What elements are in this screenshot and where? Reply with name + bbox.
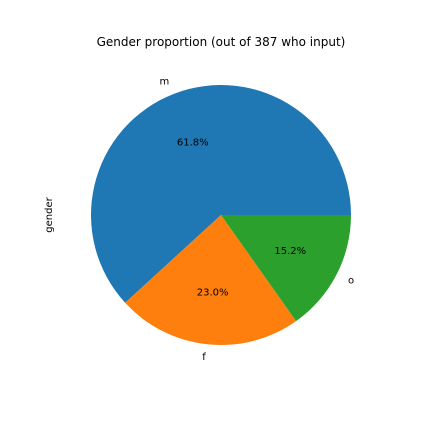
category-label-m: m (159, 77, 169, 88)
pie-labels: 61.8% m 23.0% f 15.2% o (159, 77, 354, 363)
pie-slices (90, 85, 351, 345)
percent-label-m: 61.8% (177, 137, 209, 148)
category-label-f: f (202, 352, 206, 363)
pie-slice-f (125, 215, 297, 345)
percent-label-o: 15.2% (274, 246, 306, 257)
percent-label-f: 23.0% (197, 288, 229, 299)
category-label-o: o (348, 276, 354, 287)
y-axis-label: gender (44, 196, 55, 232)
chart-title: Gender proportion (out of 387 who input) (97, 35, 346, 49)
pie-slice-o (221, 215, 351, 322)
pie-slice-m (90, 85, 351, 303)
